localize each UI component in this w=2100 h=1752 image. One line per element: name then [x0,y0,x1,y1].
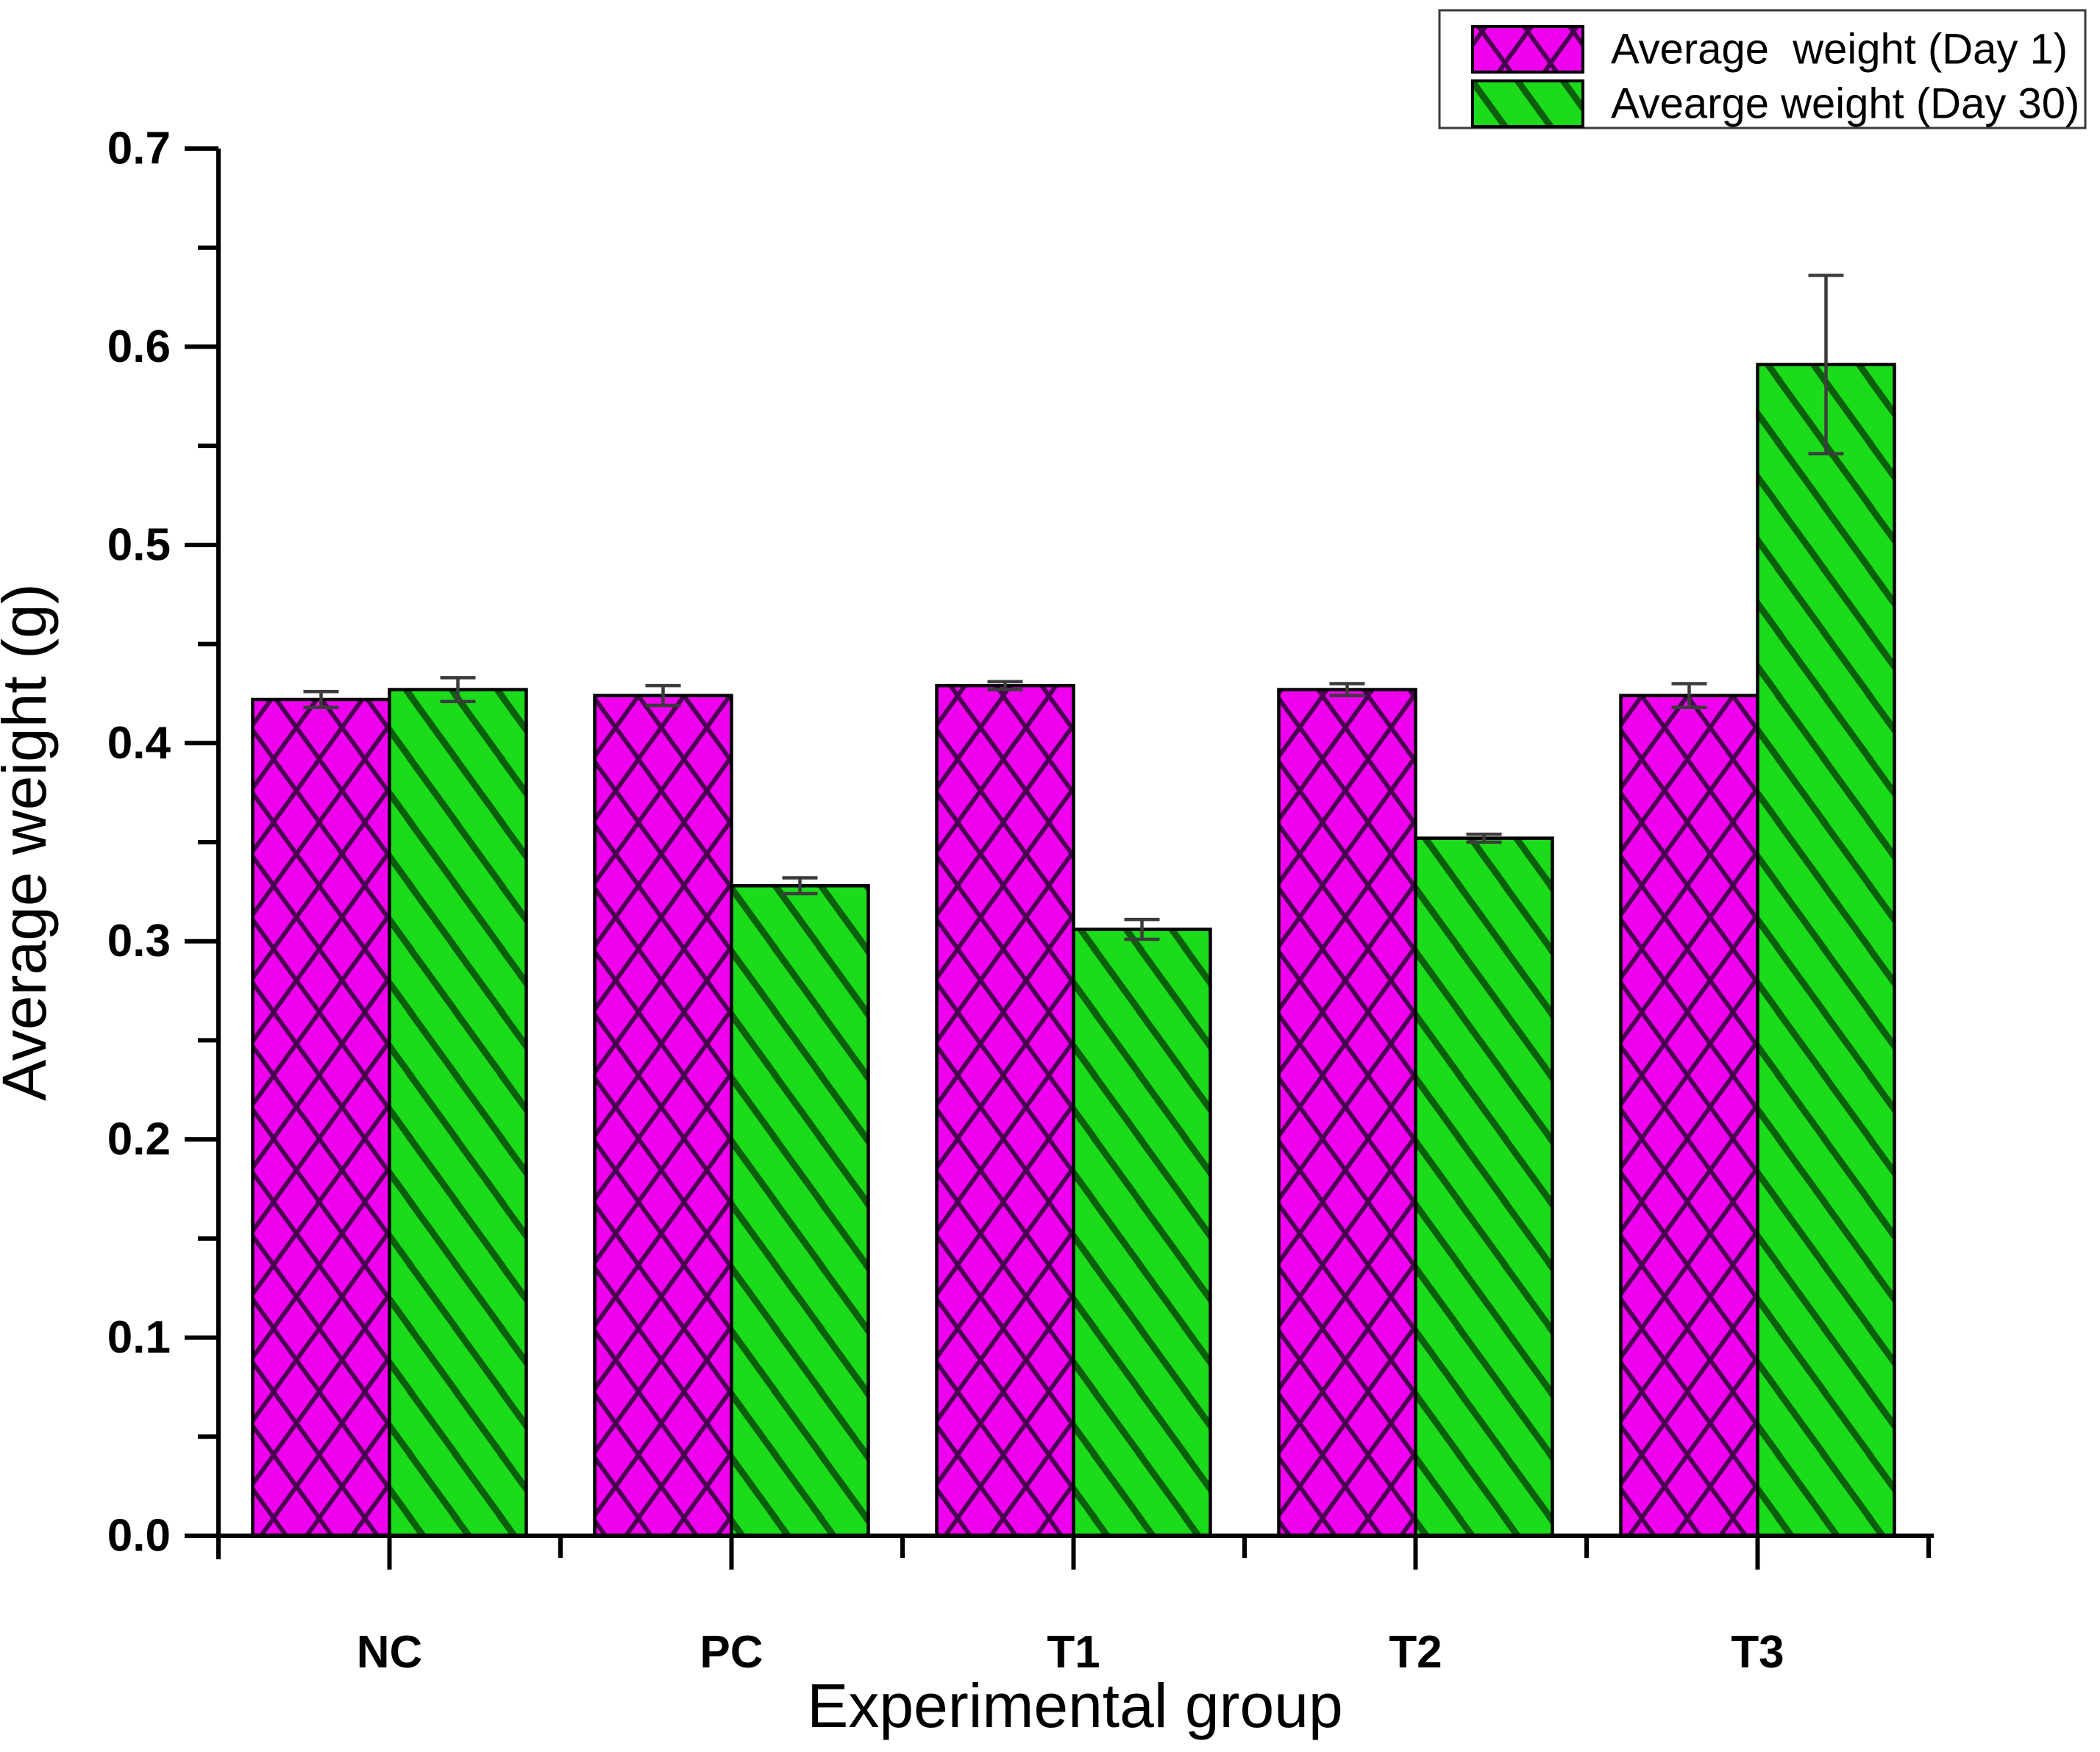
y-tick-label: 0.1 [107,1312,171,1363]
error-bar-NC-series1 [303,689,339,710]
y-tick-label: 0.2 [107,1114,171,1165]
legend-label-series1: Average weight (Day 1) [1611,26,2068,74]
bar-T2-series2 [1414,836,1554,1538]
legend-swatch-series2 [1471,79,1584,128]
bar-PC-series1 [593,694,733,1538]
error-bar-PC-series1 [645,683,681,708]
y-tick-label: 0.4 [107,718,171,769]
error-bar-T3-series1 [1671,682,1707,710]
error-bar-T3-series2 [1808,274,1844,456]
y-tick-label: 0.7 [107,124,171,174]
x-tick-label-T2: T2 [1389,1627,1442,1678]
error-bar-T2-series2 [1466,832,1502,844]
error-bar-T2-series1 [1329,682,1365,697]
x-tick-label-T3: T3 [1731,1627,1784,1678]
error-bar-NC-series2 [440,676,476,703]
bar-T2-series1 [1277,688,1417,1538]
y-axis-title: Average weight (g) [0,583,59,1101]
bar-T1-series2 [1072,927,1212,1538]
x-tick-label-T1: T1 [1047,1627,1100,1678]
error-bar-T1-series2 [1124,917,1160,941]
error-bar-T1-series1 [987,680,1023,691]
y-tick-label: 0.6 [107,321,171,372]
legend: Average weight (Day 1) Avearge weight (Da… [1438,9,2087,129]
bar-NC-series2 [388,688,528,1538]
x-tick-label-PC: PC [700,1627,763,1678]
y-tick-label: 0.0 [107,1511,171,1562]
x-tick-label-NC: NC [357,1627,423,1678]
y-tick-label: 0.5 [107,519,171,570]
error-bar-PC-series2 [782,876,818,896]
y-tick-label: 0.3 [107,916,171,966]
legend-label-series2: Avearge weight (Day 30) [1611,80,2079,128]
bar-T3-series2 [1756,363,1896,1538]
bars-group [251,274,1896,1538]
legend-swatch-series1 [1471,25,1584,74]
bar-PC-series2 [730,884,870,1538]
bar-NC-series1 [251,697,391,1538]
bar-T3-series1 [1619,694,1759,1538]
axes-group: 0.0 0.1 0.2 0.3 0.4 0.5 0.6 0.7 NC PC T1 T2 T3 [107,124,1934,1678]
bar-T1-series1 [935,683,1075,1538]
x-axis-title: Experimental group [807,1671,1342,1740]
